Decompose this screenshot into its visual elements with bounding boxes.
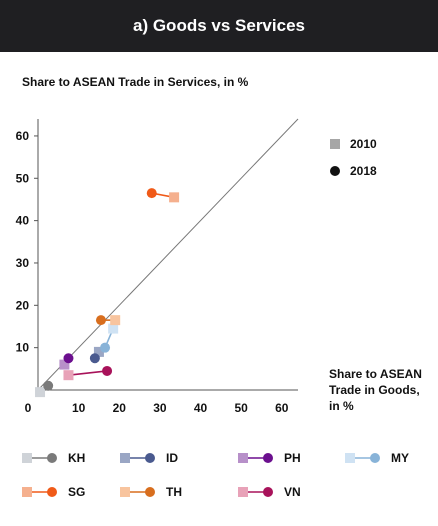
x-tick-label: 0 — [25, 401, 32, 415]
point-2018-kh — [43, 380, 54, 391]
legend-label: SG — [68, 485, 86, 499]
point-2018-th — [95, 315, 106, 326]
connector-vn — [68, 370, 108, 376]
y-tick-label: 20 — [16, 298, 30, 312]
x-tick-label: 60 — [275, 401, 289, 415]
year-legend-2010: 2010 — [330, 136, 377, 152]
point-2010-vn — [63, 370, 74, 381]
y-tick-label: 10 — [16, 341, 30, 355]
legend-label: KH — [68, 451, 86, 465]
legend-marker-icon — [120, 453, 155, 463]
y-tick-label: 30 — [16, 256, 30, 270]
point-2010-my — [108, 323, 119, 334]
year-legend-2018-label: 2018 — [350, 164, 377, 178]
legend-label: PH — [284, 451, 301, 465]
year-legend-2010-label: 2010 — [350, 137, 377, 151]
chart-title-banner: a) Goods vs Services — [0, 0, 438, 52]
y-tick-label: 50 — [16, 171, 30, 185]
year-legend: 2010 2018 — [330, 136, 377, 190]
point-2010-ph — [59, 359, 70, 370]
legend-label: TH — [166, 485, 182, 499]
y-axis-label: Share to ASEAN Trade in Services, in % — [22, 75, 249, 89]
square-marker-icon — [330, 139, 340, 149]
legend-marker-icon — [238, 453, 273, 463]
diagonal-line — [37, 118, 299, 391]
point-2018-id — [89, 353, 100, 364]
point-2018-vn — [102, 365, 113, 376]
point-2010-sg — [169, 192, 180, 203]
country-legend: KH ID PH MY SG TH VN — [0, 440, 438, 520]
legend-label: VN — [284, 485, 301, 499]
point-2010-kh — [35, 387, 46, 398]
x-tick-label: 20 — [113, 401, 127, 415]
point-2010-id — [93, 346, 104, 357]
chart-title: a) Goods vs Services — [133, 16, 305, 35]
point-2018-sg — [146, 188, 157, 199]
x-tick-label: 50 — [234, 401, 248, 415]
legend-item-sg: SG — [22, 485, 85, 499]
legend-item-my: MY — [345, 451, 409, 465]
year-legend-2018: 2018 — [330, 163, 377, 179]
y-tick-label: 40 — [16, 214, 30, 228]
point-2010-th — [110, 315, 121, 326]
legend-marker-icon — [120, 487, 155, 497]
point-2018-my — [100, 342, 111, 353]
point-2018-ph — [63, 353, 74, 364]
legend-item-ph: PH — [238, 451, 301, 465]
legend-label: ID — [166, 451, 178, 465]
legend-item-id: ID — [120, 451, 178, 465]
legend-marker-icon — [22, 453, 57, 463]
x-tick-label: 10 — [72, 401, 86, 415]
legend-marker-icon — [345, 453, 380, 463]
legend-marker-icon — [22, 487, 57, 497]
legend-item-vn: VN — [238, 485, 301, 499]
x-tick-label: 40 — [194, 401, 208, 415]
legend-marker-icon — [238, 487, 273, 497]
legend-item-th: TH — [120, 485, 182, 499]
x-tick-label: 30 — [153, 401, 167, 415]
x-axis-label: Share to ASEAN Trade in Goods, in % — [329, 367, 422, 413]
legend-item-kh: KH — [22, 451, 85, 465]
y-tick-label: 60 — [16, 129, 30, 143]
legend-label: MY — [391, 451, 409, 465]
circle-marker-icon — [330, 166, 340, 176]
